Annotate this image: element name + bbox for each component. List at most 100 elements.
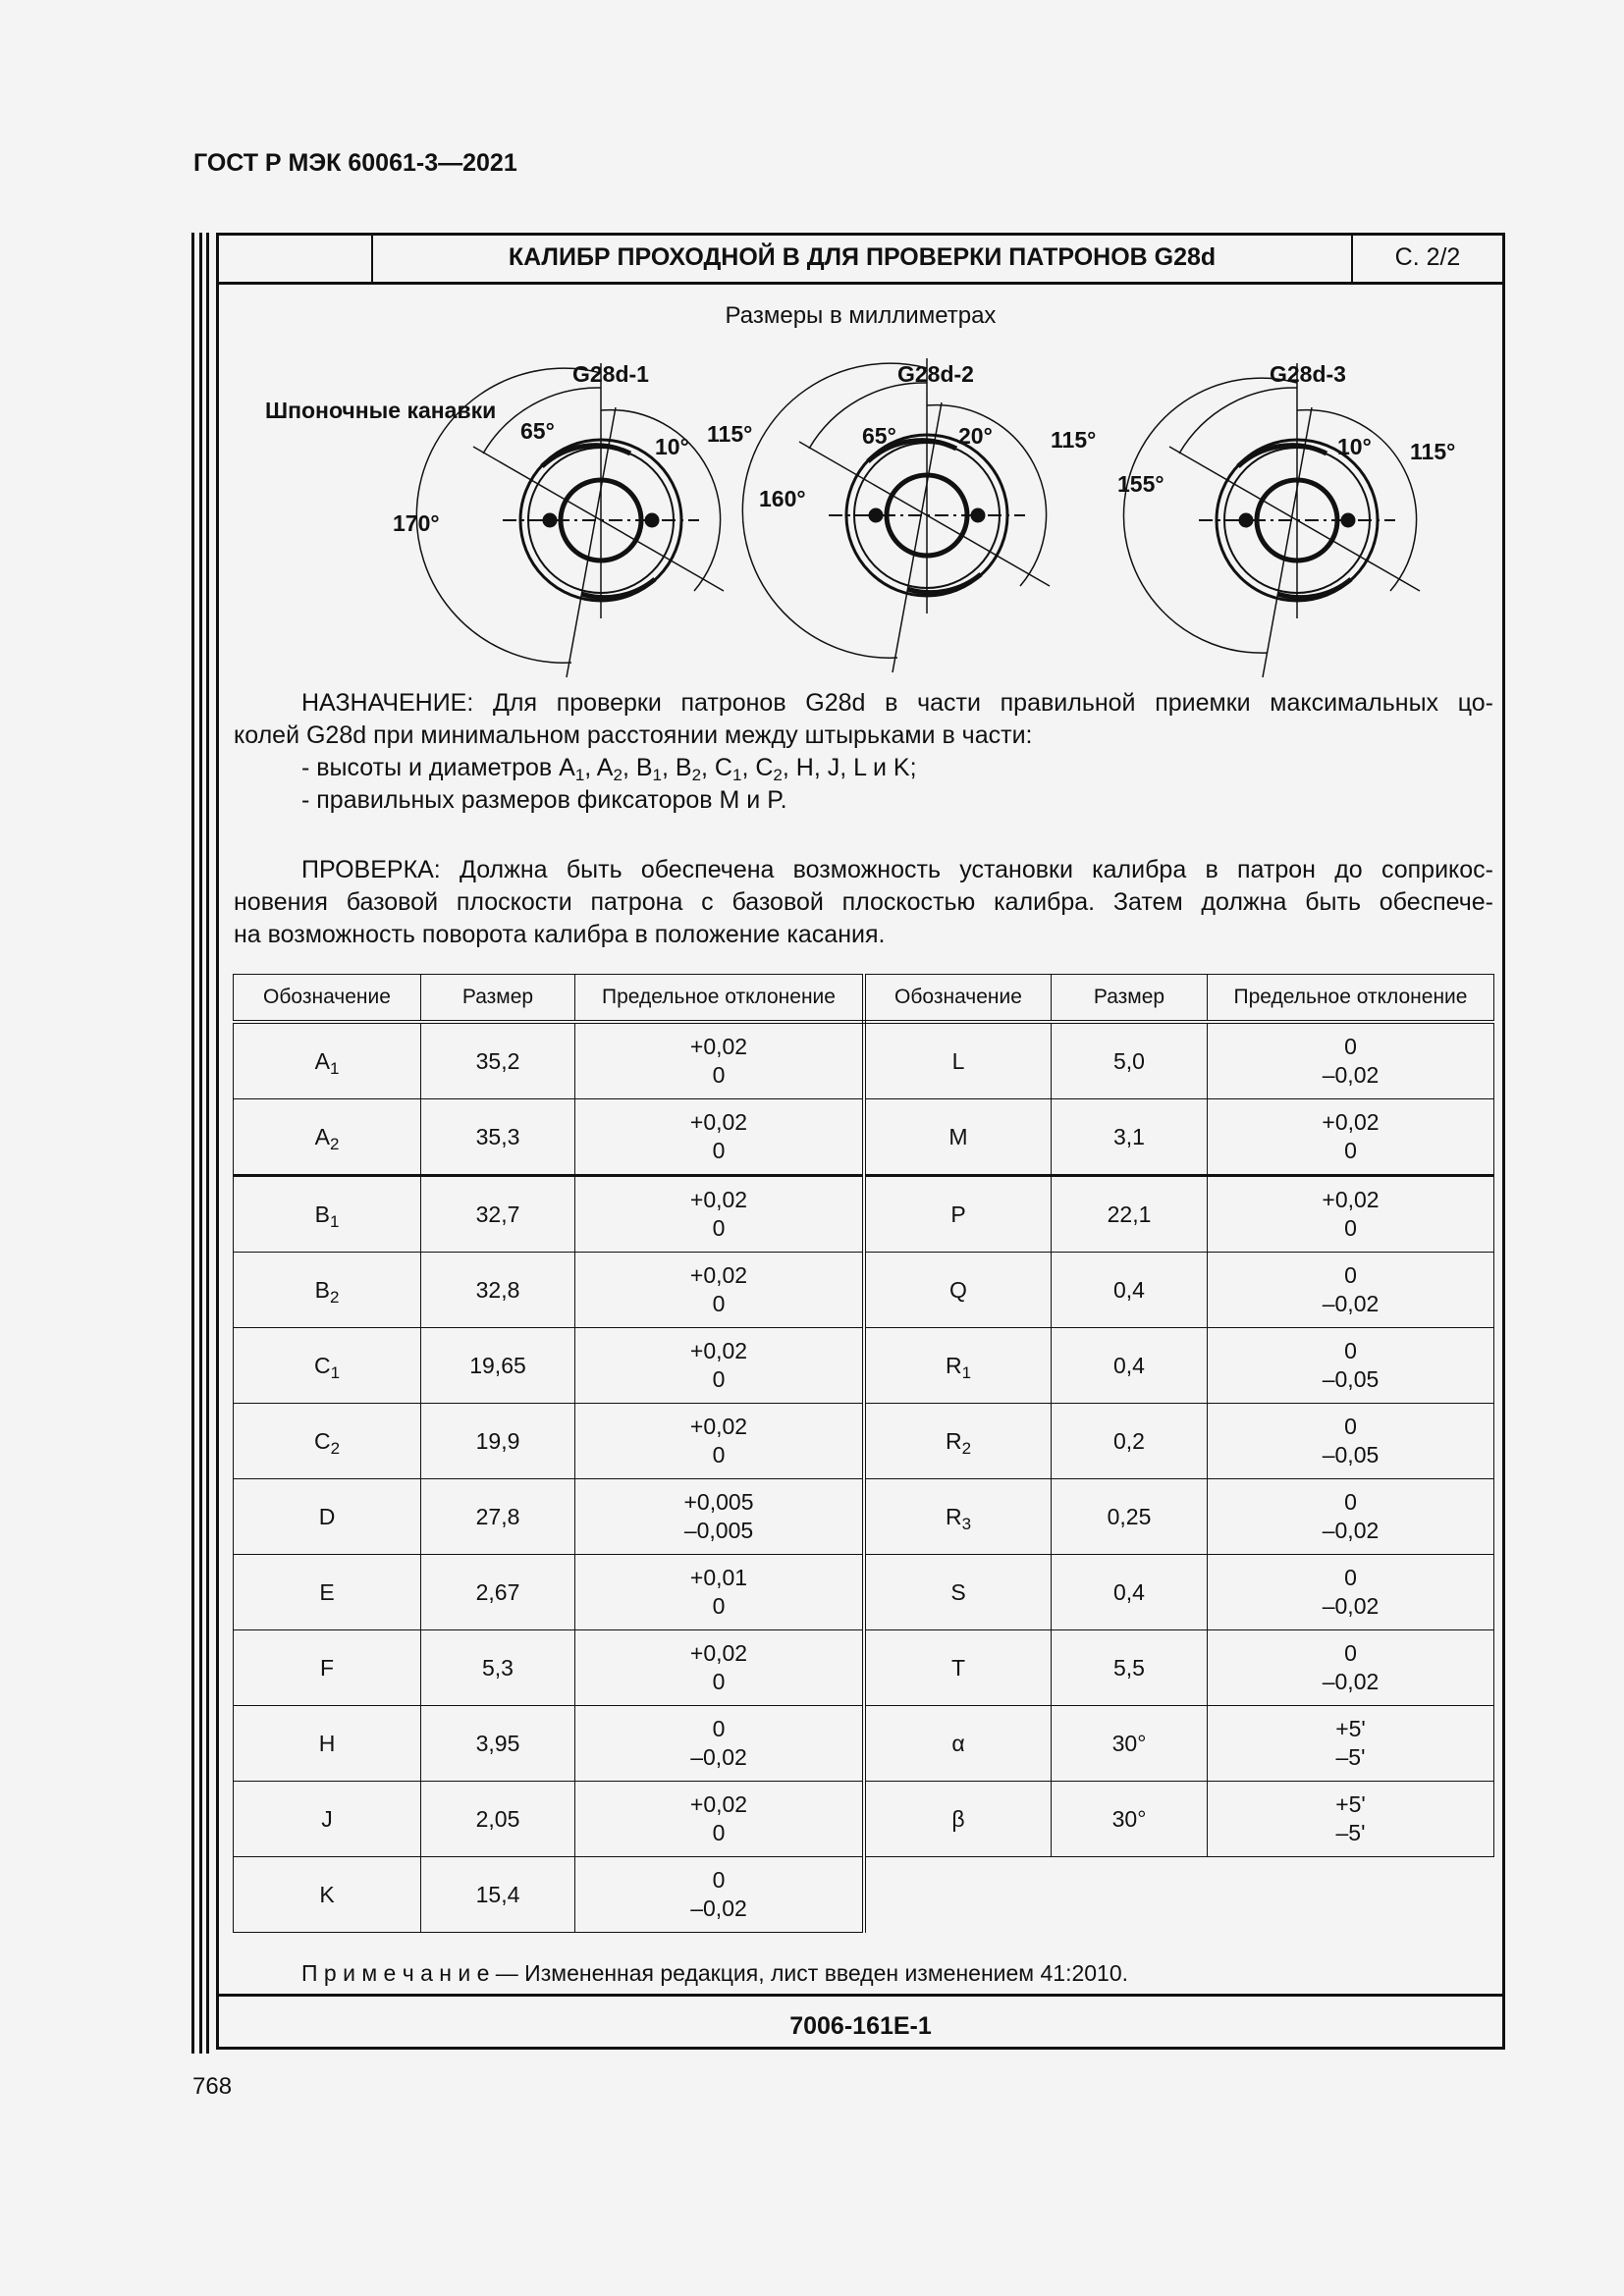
deviation-cell: +0,02 0 [1207,1175,1494,1253]
view-title: G28d-3 [1270,361,1346,387]
size-cell: 0,25 [1051,1478,1208,1555]
angle-label: 20° [958,423,993,449]
deviation-cell: +0,005 –0,005 [574,1478,866,1555]
designation: M [948,1123,968,1149]
disc-3-angle-arc [1296,408,1418,592]
subscript: 2 [961,1438,972,1458]
designation-cell: K [233,1856,421,1933]
disc-3-keyway-arc [1276,577,1353,601]
size-cell: 30° [1051,1705,1208,1782]
angle-label: 65° [862,423,896,449]
designation: K [319,1881,335,1907]
lower-deviation: –5' [1335,1820,1366,1845]
angle-label: 170° [393,510,440,536]
footer-divider [216,1994,1505,1997]
lower-deviation: 0 [712,1138,726,1163]
size-cell: 0,4 [1051,1327,1208,1404]
upper-deviation: +5' [1335,1716,1366,1741]
deviation-cell: 0 –0,02 [1207,1252,1494,1328]
deviation-cell: 0 –0,02 [1207,1629,1494,1706]
lower-deviation: 0 [712,1062,726,1088]
angle-label: 10° [655,434,689,459]
subscript: 1 [329,1058,340,1078]
upper-deviation: 0 [1344,1489,1357,1515]
sheet-page-ref: С. 2/2 [1394,242,1461,271]
subscript: 1 [961,1362,972,1382]
keyways-label: Шпоночные канавки [265,398,496,423]
deviation-cell: +0,02 0 [574,1175,866,1253]
disc-2-dimension-line [798,441,1051,587]
purpose-paragraph: НАЗНАЧЕНИЕ: Для проверки патронов G28d в… [234,687,1493,817]
upper-deviation: +0,02 [689,1640,748,1666]
deviation-cell: +0,02 0 [574,1403,866,1479]
disc-1-angle-arc [415,367,602,664]
text: , H, J, L и K; [782,754,917,781]
upper-deviation: +0,02 [689,1338,748,1363]
document-header: ГОСТ Р МЭК 60061-3—2021 [193,149,517,177]
lower-deviation: –0,02 [1322,1518,1380,1543]
deviation-cell: 0 –0,02 [1207,1021,1494,1099]
empty-cell [864,1856,1494,1933]
upper-deviation: +0,02 [689,1414,748,1439]
margin-bar [206,233,209,2054]
designation-cell: B2 [233,1252,421,1328]
disc-2-angle-arc [926,403,1048,587]
lower-deviation: 0 [712,1215,726,1241]
designation: E [319,1578,335,1605]
lower-deviation: –0,05 [1322,1442,1380,1468]
note: П р и м е ч а н и е — Измененная редакци… [301,1960,1129,1986]
designation-cell: C2 [233,1403,421,1479]
designation: C [313,1427,331,1454]
lower-deviation: –0,02 [690,1896,747,1921]
lower-deviation: –0,05 [1322,1366,1380,1392]
margin-bar [199,233,202,2054]
paragraph-line: на возможность поворота калибра в положе… [234,921,886,948]
table-row: D 27,8 +0,005 –0,005 R3 0,25 0 –0,02 [233,1478,1494,1555]
paragraph-line: НАЗНАЧЕНИЕ: Для проверки патронов G28d в… [234,687,1493,720]
subscript: 2 [329,1287,340,1307]
disc-2-keyway-arc [906,572,983,596]
deviation-cell: 0 –0,02 [1207,1478,1494,1555]
table-row: A2 35,3 +0,02 0 M 3,1 +0,02 0 [233,1098,1494,1176]
subscript: 1 [329,1211,340,1231]
designation: P [950,1201,966,1227]
size-cell: 27,8 [420,1478,575,1555]
designation-cell: α [863,1705,1052,1782]
designation: B [314,1201,330,1227]
sheet-frame [216,233,1505,2050]
table-row: F 5,3 +0,02 0 T 5,5 0 –0,02 [233,1629,1494,1706]
designation-cell: R3 [863,1478,1052,1555]
designation: B [314,1276,330,1303]
deviation-cell: +0,01 0 [574,1554,866,1630]
size-cell: 32,7 [420,1175,575,1253]
lower-deviation: 0 [712,1593,726,1619]
subscript: 2 [613,766,623,784]
designation-cell: A1 [233,1021,421,1099]
size-cell: 3,95 [420,1705,575,1782]
table-row: A1 35,2 +0,02 0 L 5,0 0 –0,02 [233,1021,1494,1099]
subscript: 1 [330,1362,341,1382]
table-row: B2 32,8 +0,02 0 Q 0,4 0 –0,02 [233,1252,1494,1328]
designation: C [313,1352,331,1378]
designation: R [945,1427,962,1454]
upper-deviation: 0 [712,1716,726,1741]
deviation-cell: +0,02 0 [574,1252,866,1328]
check-paragraph: ПРОВЕРКА: Должна быть обеспечена возможн… [234,854,1493,951]
designation-cell: S [863,1554,1052,1630]
upper-deviation: +0,02 [689,1791,748,1817]
subscript: 1 [574,766,585,784]
title-row: КАЛИБР ПРОХОДНОЙ В ДЛЯ ПРОВЕРКИ ПАТРОНОВ… [216,233,1505,285]
table-row: B1 32,7 +0,02 0 P 22,1 +0,02 0 [233,1175,1494,1253]
upper-deviation: +0,01 [689,1565,748,1590]
designation-cell: D [233,1478,421,1555]
deviation-cell: +0,02 0 [574,1629,866,1706]
designation-cell: R1 [863,1327,1052,1404]
deviation-cell: +0,02 0 [574,1021,866,1099]
designation-cell: β [863,1781,1052,1857]
designation-cell: F [233,1629,421,1706]
upper-deviation: +0,02 [1322,1187,1380,1212]
deviation-cell: +5' –5' [1207,1781,1494,1857]
lower-deviation: 0 [712,1442,726,1468]
upper-deviation: 0 [1344,1338,1357,1363]
size-cell: 0,4 [1051,1252,1208,1328]
